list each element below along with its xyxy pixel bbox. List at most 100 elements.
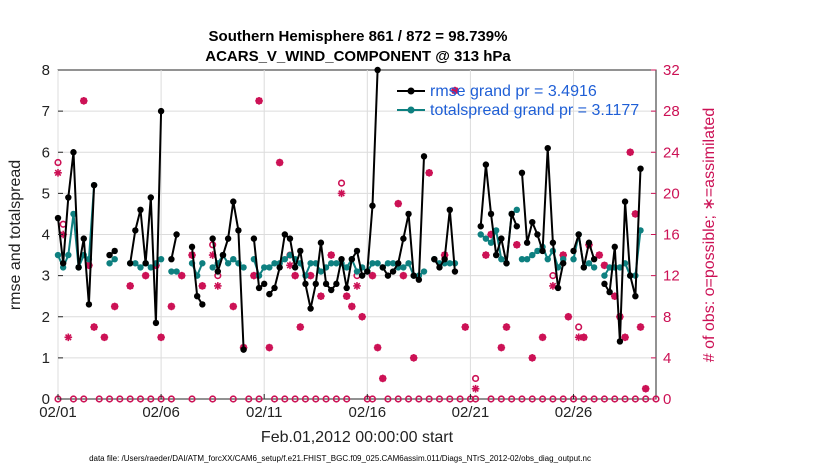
obs-zero-marker bbox=[384, 395, 392, 403]
obs-zero-marker bbox=[518, 395, 526, 403]
spread-data-point bbox=[570, 255, 577, 263]
obs-zero-marker bbox=[80, 395, 88, 403]
spread-data-point bbox=[70, 210, 77, 218]
rmse-data-point bbox=[157, 107, 165, 115]
rmse-data-point bbox=[209, 235, 216, 242]
rmse-data-point bbox=[286, 235, 294, 242]
rmse-data-point bbox=[106, 251, 113, 259]
obs-zero-marker bbox=[549, 395, 557, 403]
spread-data-point bbox=[65, 251, 72, 259]
obs-zero-marker bbox=[425, 395, 433, 403]
obs-assimilated-marker bbox=[378, 374, 387, 383]
rmse-data-point bbox=[554, 284, 562, 292]
rmse-data-point bbox=[570, 247, 577, 255]
chart-title-line2: ACARS_V_WIND_COMPONENT @ 313 hPa bbox=[205, 48, 511, 65]
rmse-data-point bbox=[173, 231, 180, 238]
rmse-data-point bbox=[405, 210, 412, 218]
spread-data-point bbox=[606, 264, 613, 271]
y-axis-label-right: # of obs: o=possible; ∗=assimilated bbox=[701, 108, 718, 362]
obs-assimilated-marker bbox=[636, 323, 645, 331]
spread-data-point bbox=[199, 260, 206, 267]
obs-zero-marker bbox=[415, 395, 423, 403]
rmse-data-point bbox=[199, 301, 206, 308]
spread-data-point bbox=[132, 260, 139, 267]
obs-assimilated-marker bbox=[100, 333, 109, 342]
rmse-data-point bbox=[230, 198, 237, 205]
y-tick-label-left: 5 bbox=[42, 185, 50, 202]
obs-zero-marker bbox=[538, 395, 547, 403]
rmse-data-point bbox=[317, 239, 325, 246]
rmse-data-point bbox=[611, 243, 618, 251]
obs-zero-marker bbox=[611, 395, 619, 403]
rmse-data-point bbox=[420, 153, 428, 160]
rmse-data-point bbox=[513, 223, 521, 230]
spread-data-point bbox=[209, 264, 216, 271]
y-tick-label-left: 8 bbox=[42, 62, 50, 79]
obs-assimilated-marker bbox=[306, 271, 315, 280]
rmse-data-point bbox=[90, 181, 98, 189]
rmse-data-point bbox=[400, 235, 407, 242]
footer-data-file: data file: /Users/raeder/DAI/ATM_forcXX/… bbox=[89, 454, 591, 463]
rmse-data-point bbox=[451, 268, 459, 275]
rmse-data-point bbox=[627, 272, 634, 279]
obs-assimilated-marker bbox=[641, 384, 650, 393]
obs-assimilated-marker bbox=[461, 323, 470, 331]
obs-assimilated-marker bbox=[621, 333, 629, 342]
spread-data-point bbox=[261, 264, 268, 271]
spread-data-point bbox=[405, 260, 412, 267]
rmse-data-point bbox=[348, 255, 356, 263]
rmse-data-point bbox=[389, 268, 397, 275]
obs-zero-marker bbox=[621, 395, 629, 403]
legend-rmse-marker bbox=[407, 87, 415, 95]
rmse-data-point bbox=[219, 251, 227, 259]
spread-data-point bbox=[230, 255, 237, 263]
obs-zero-marker bbox=[270, 395, 279, 403]
rmse-data-point bbox=[601, 280, 608, 288]
obs-assimilated-marker bbox=[595, 251, 604, 259]
rmse-data-point bbox=[271, 284, 278, 292]
obs-zero-marker bbox=[95, 395, 103, 403]
obs-assimilated-marker bbox=[126, 282, 134, 290]
rmse-data-point bbox=[441, 255, 448, 263]
obs-assimilated-marker bbox=[513, 240, 521, 249]
rmse-data-point bbox=[132, 227, 139, 234]
spread-data-point bbox=[147, 264, 154, 271]
obs-assimilated-marker bbox=[327, 251, 336, 259]
spread-data-point bbox=[369, 260, 376, 267]
obs-zero-marker bbox=[69, 395, 78, 403]
rmse-data-point bbox=[580, 264, 588, 271]
rmse-data-point bbox=[152, 319, 160, 327]
obs-zero-marker bbox=[559, 395, 567, 403]
rmse-data-point bbox=[606, 288, 613, 296]
obs-assimilated-marker bbox=[167, 302, 176, 311]
spread-data-point bbox=[400, 264, 407, 271]
obs-zero-marker bbox=[487, 395, 495, 403]
spread-data-point bbox=[601, 272, 608, 279]
obs-assimilated-marker bbox=[348, 302, 356, 311]
rmse-data-point bbox=[266, 290, 273, 298]
series-layer bbox=[54, 66, 644, 353]
rmse-data-point bbox=[544, 144, 551, 152]
spread-data-point bbox=[482, 235, 490, 242]
spread-data-point bbox=[157, 255, 165, 263]
rmse-series-line bbox=[170, 234, 178, 260]
rmse-data-point bbox=[410, 272, 417, 279]
y-tick-label-left: 7 bbox=[42, 103, 50, 120]
x-tick-label: 02/11 bbox=[246, 404, 282, 421]
obs-assimilated-marker bbox=[286, 261, 294, 270]
spread-data-point bbox=[328, 260, 335, 267]
spread-data-point bbox=[590, 264, 598, 271]
rmse-data-point bbox=[498, 235, 505, 242]
rmse-data-point bbox=[632, 292, 639, 300]
obs-assimilated-marker bbox=[394, 199, 403, 208]
rmse-data-point bbox=[338, 255, 345, 263]
rmse-data-point bbox=[508, 210, 515, 218]
obs-zero-marker bbox=[281, 395, 289, 403]
spread-data-point bbox=[54, 251, 62, 259]
obs-zero-marker bbox=[229, 395, 237, 403]
spread-data-point bbox=[498, 255, 505, 263]
spread-data-point bbox=[106, 260, 113, 267]
rmse-data-point bbox=[126, 260, 134, 267]
x-tick-label: 02/21 bbox=[452, 404, 490, 421]
